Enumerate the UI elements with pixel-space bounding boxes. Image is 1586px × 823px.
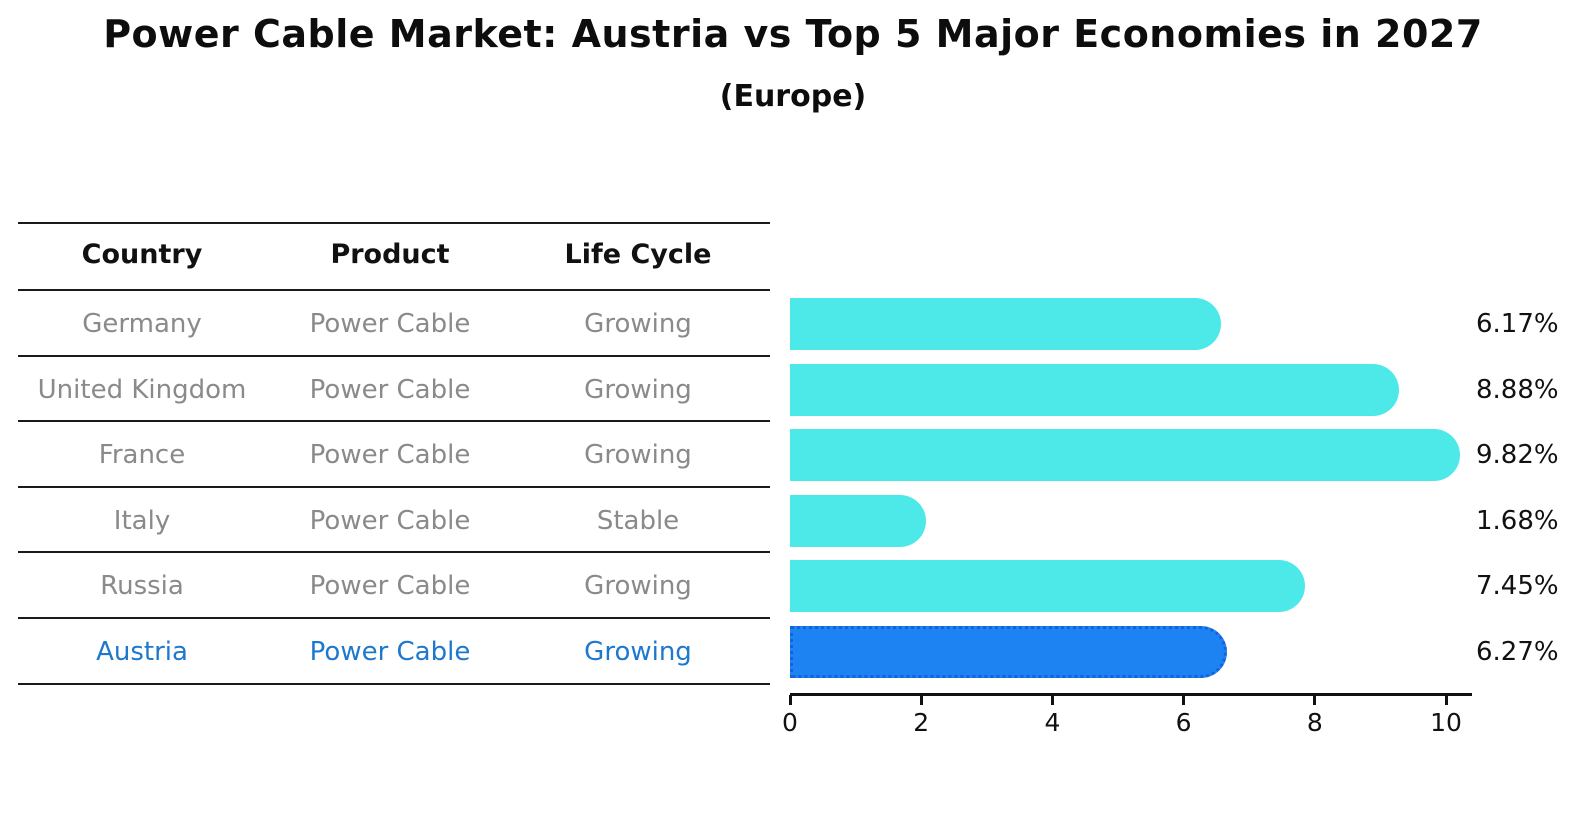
table-cell-austria-life_cycle: Growing <box>584 637 692 667</box>
table-cell-austria-country: Austria <box>96 637 188 667</box>
table-separator-line <box>18 420 770 423</box>
table-cell-russia-product: Power Cable <box>309 571 471 602</box>
value-label-russia: 7.45% <box>1476 571 1559 602</box>
x-axis-tick-label-2: 2 <box>913 708 930 737</box>
table-cell-germany-life_cycle: Growing <box>584 309 692 339</box>
table-separator-line <box>18 354 770 357</box>
chart-subtitle: (Europe) <box>719 79 867 114</box>
table-separator-line <box>18 551 770 554</box>
table-separator-line <box>18 222 770 224</box>
table-separator-line <box>18 682 770 685</box>
table-cell-united-kingdom-country: United Kingdom <box>37 374 247 405</box>
x-axis-tick <box>1050 695 1054 705</box>
x-axis-tick <box>788 695 792 705</box>
table-cell-italy-product: Power Cable <box>309 505 471 536</box>
value-label-france: 9.82% <box>1476 440 1559 471</box>
table-header-product: Product <box>330 239 450 270</box>
table-cell-united-kingdom-life_cycle: Growing <box>584 374 692 405</box>
value-label-united-kingdom: 8.88% <box>1476 374 1559 405</box>
table-separator-line <box>18 485 770 488</box>
table-cell-italy-country: Italy <box>113 505 171 536</box>
table-cell-france-product: Power Cable <box>309 440 471 471</box>
bar-russia <box>790 560 1305 613</box>
table-separator-line <box>18 289 770 291</box>
table-cell-germany-product: Power Cable <box>309 309 471 339</box>
bar-italy <box>790 494 927 547</box>
x-axis-tick <box>919 695 923 705</box>
table-cell-germany-country: Germany <box>82 309 202 339</box>
table-cell-france-life_cycle: Growing <box>584 440 692 471</box>
table-cell-russia-life_cycle: Growing <box>584 571 692 602</box>
x-axis-tick-label-6: 6 <box>1175 708 1192 737</box>
bar-france <box>790 429 1461 482</box>
x-axis-tick <box>1313 695 1317 705</box>
table-header-life-cycle: Life Cycle <box>564 239 712 270</box>
table-cell-united-kingdom-product: Power Cable <box>309 374 471 405</box>
bar-united-kingdom <box>790 363 1399 416</box>
table-cell-france-country: France <box>98 440 186 471</box>
table-header-country: Country <box>81 239 203 270</box>
value-label-germany: 6.17% <box>1476 309 1559 339</box>
table-cell-russia-country: Russia <box>100 571 184 602</box>
bar-germany <box>790 298 1221 350</box>
value-label-austria: 6.27% <box>1476 637 1559 667</box>
x-axis-tick <box>1182 695 1186 705</box>
table-cell-austria-product: Power Cable <box>309 637 471 667</box>
table-separator-line <box>18 617 770 619</box>
x-axis-tick-label-0: 0 <box>782 708 798 737</box>
chart-title: Power Cable Market: Austria vs Top 5 Maj… <box>103 12 1483 56</box>
x-axis-tick-label-4: 4 <box>1044 708 1061 737</box>
x-axis-line <box>790 693 1472 696</box>
x-axis-tick-label-10: 10 <box>1430 708 1462 737</box>
x-axis-tick <box>1444 695 1448 705</box>
table-cell-italy-life_cycle: Stable <box>596 505 680 536</box>
x-axis-tick-label-8: 8 <box>1306 708 1323 737</box>
value-label-italy: 1.68% <box>1476 505 1559 536</box>
bar-austria <box>790 626 1228 678</box>
